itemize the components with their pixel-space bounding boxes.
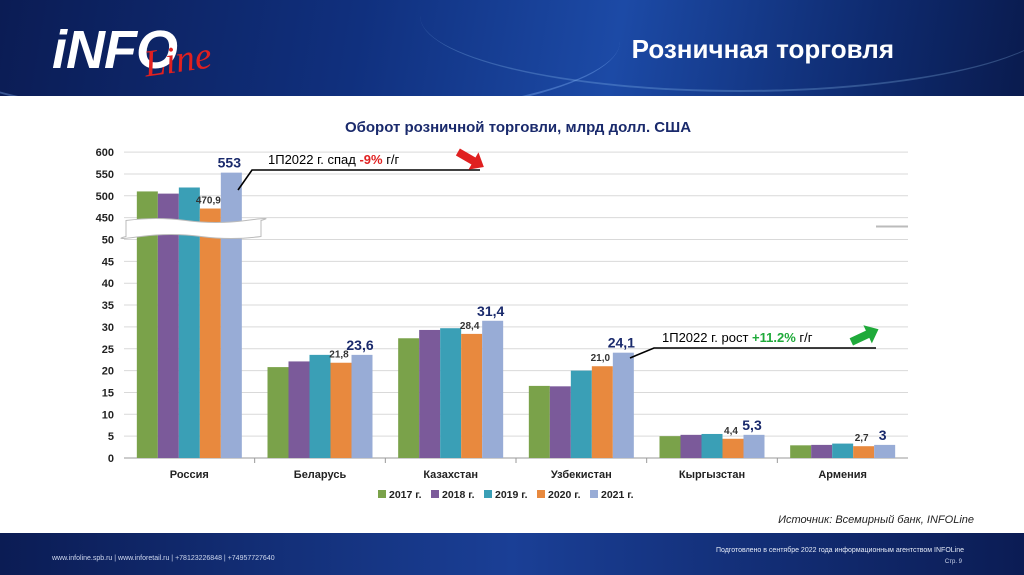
y-tick-label: 50 bbox=[102, 235, 114, 247]
bar-4-1 bbox=[680, 434, 702, 458]
bar-0-4 bbox=[220, 172, 242, 458]
bar-4-4 bbox=[743, 434, 765, 458]
data-label: 5,3 bbox=[742, 417, 762, 433]
arrow-up-right-icon bbox=[849, 325, 879, 346]
category-label: Узбекистан bbox=[551, 469, 612, 481]
y-tick-label: 550 bbox=[96, 169, 114, 181]
legend-swatch bbox=[537, 490, 545, 498]
legend-swatch bbox=[590, 490, 598, 498]
bar-1-3 bbox=[330, 362, 352, 458]
chart-legend: 2017 г. 2018 г. 2019 г. 2020 г. 2021 г. bbox=[378, 489, 634, 501]
category-label: Кыргызстан bbox=[679, 469, 745, 481]
axis-break bbox=[120, 217, 267, 239]
y-tick-label: 10 bbox=[102, 409, 114, 421]
growth-prefix: 1П2022 г. рост bbox=[662, 330, 752, 345]
y-tick-label: 600 bbox=[96, 147, 114, 159]
category-label: Казахстан bbox=[423, 469, 478, 481]
category-label: Россия bbox=[170, 469, 209, 481]
bar-3-1 bbox=[549, 386, 571, 458]
legend-label: 2017 г. bbox=[389, 489, 422, 501]
footer-prepared: Подготовлено в сентябре 2022 года информ… bbox=[716, 547, 964, 554]
bar-2-2 bbox=[440, 328, 462, 458]
bar-3-3 bbox=[591, 366, 613, 458]
y-tick-label: 15 bbox=[102, 387, 114, 399]
source-note: Источник: Всемирный банк, INFOLine bbox=[778, 514, 974, 526]
data-label: 21,0 bbox=[591, 353, 611, 364]
bar-0-1 bbox=[157, 193, 179, 458]
bar-1-4 bbox=[351, 354, 373, 458]
svg-text:1П2022 г. спад -9% г/г: 1П2022 г. спад -9% г/г bbox=[268, 152, 400, 167]
logo-script-text: Line bbox=[141, 34, 215, 86]
chart-title: Оборот розничной торговли, млрд долл. СШ… bbox=[345, 119, 691, 136]
legend-swatch bbox=[484, 490, 492, 498]
y-tick-label: 25 bbox=[102, 344, 114, 356]
page-number: Стр. 9 bbox=[944, 559, 962, 565]
data-label: 3 bbox=[879, 427, 887, 443]
decline-prefix: 1П2022 г. спад bbox=[268, 152, 359, 167]
bar-0-0 bbox=[136, 191, 158, 458]
y-tick-label: 20 bbox=[102, 366, 114, 378]
bar-1-1 bbox=[288, 361, 310, 458]
retail-turnover-chart: Оборот розничной торговли, млрд долл. СШ… bbox=[96, 119, 908, 501]
legend-label: 2020 г. bbox=[548, 489, 581, 501]
data-label: 23,6 bbox=[346, 337, 373, 353]
data-label: 31,4 bbox=[477, 303, 504, 319]
y-tick-label: 500 bbox=[96, 191, 114, 203]
bar-5-4 bbox=[874, 444, 896, 458]
decline-value: -9% bbox=[359, 152, 383, 167]
legend-label: 2019 г. bbox=[495, 489, 528, 501]
data-label: 4,4 bbox=[724, 426, 738, 437]
bar-2-3 bbox=[461, 333, 483, 458]
bar-2-4 bbox=[482, 320, 504, 458]
data-label: 470,9 bbox=[196, 196, 221, 207]
growth-annotation: 1П2022 г. рост +11.2% г/г bbox=[629, 325, 879, 359]
bar-1-2 bbox=[309, 354, 331, 458]
bar-4-0 bbox=[659, 436, 681, 458]
page-title: Розничная торговля bbox=[631, 34, 894, 64]
decline-suffix: г/г bbox=[383, 152, 400, 167]
footer-bar: www.infoline.spb.ru | www.inforetail.ru … bbox=[0, 533, 1024, 575]
bar-0-3 bbox=[199, 208, 221, 458]
category-label: Беларусь bbox=[294, 469, 347, 481]
y-tick-label: 5 bbox=[108, 431, 114, 443]
bar-5-1 bbox=[811, 444, 833, 458]
bar-5-2 bbox=[832, 443, 854, 458]
bar-5-3 bbox=[853, 446, 875, 458]
decline-annotation: 1П2022 г. спад -9% г/г bbox=[237, 148, 484, 191]
growth-suffix: г/г bbox=[796, 330, 813, 345]
bar-5-0 bbox=[790, 445, 812, 458]
data-label: 24,1 bbox=[608, 335, 635, 351]
category-label: Армения bbox=[818, 469, 867, 481]
header-banner: iNFO Line Розничная торговля bbox=[0, 0, 1024, 96]
data-label: 21,8 bbox=[329, 350, 349, 361]
legend-swatch bbox=[378, 490, 386, 498]
y-tick-label: 0 bbox=[108, 453, 114, 465]
y-tick-label: 40 bbox=[102, 278, 114, 290]
svg-text:1П2022 г. рост +11.2% г/г: 1П2022 г. рост +11.2% г/г bbox=[662, 330, 813, 345]
bar-0-2 bbox=[178, 187, 200, 458]
data-label: 553 bbox=[218, 155, 242, 171]
legend-label: 2021 г. bbox=[601, 489, 634, 501]
logo-main-text: iNFO bbox=[52, 20, 178, 80]
bar-2-1 bbox=[419, 329, 441, 458]
y-tick-label: 45 bbox=[102, 256, 114, 268]
y-tick-label: 450 bbox=[96, 213, 114, 225]
data-label: 28,4 bbox=[460, 321, 480, 332]
footer-links[interactable]: www.infoline.spb.ru | www.inforetail.ru … bbox=[52, 555, 275, 562]
arrow-down-right-icon bbox=[455, 148, 484, 170]
bar-4-2 bbox=[701, 433, 723, 458]
y-tick-label: 35 bbox=[102, 300, 114, 312]
legend-swatch bbox=[431, 490, 439, 498]
legend-label: 2018 г. bbox=[442, 489, 475, 501]
bar-3-2 bbox=[570, 370, 592, 458]
bar-3-0 bbox=[528, 385, 550, 458]
y-tick-label: 30 bbox=[102, 322, 114, 334]
bar-1-0 bbox=[267, 367, 289, 458]
data-label: 2,7 bbox=[855, 433, 869, 444]
bar-3-4 bbox=[612, 352, 634, 458]
growth-value: +11.2% bbox=[752, 330, 796, 345]
bar-4-3 bbox=[722, 438, 744, 458]
bar-2-0 bbox=[398, 338, 420, 458]
